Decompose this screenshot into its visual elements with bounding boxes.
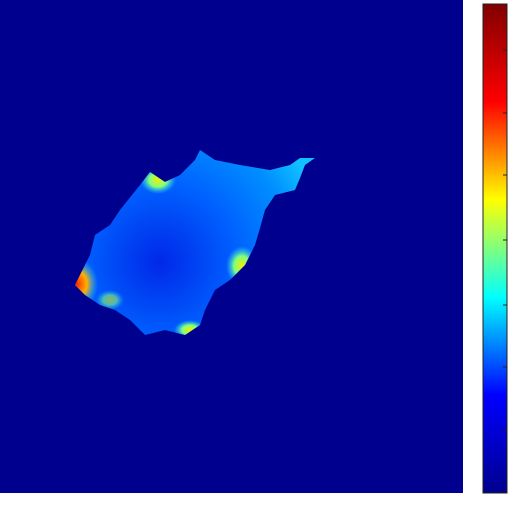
colorbar-ticks <box>503 49 507 431</box>
hot-spot <box>174 320 206 335</box>
hot-spot <box>96 290 124 310</box>
colorbar <box>482 3 508 494</box>
